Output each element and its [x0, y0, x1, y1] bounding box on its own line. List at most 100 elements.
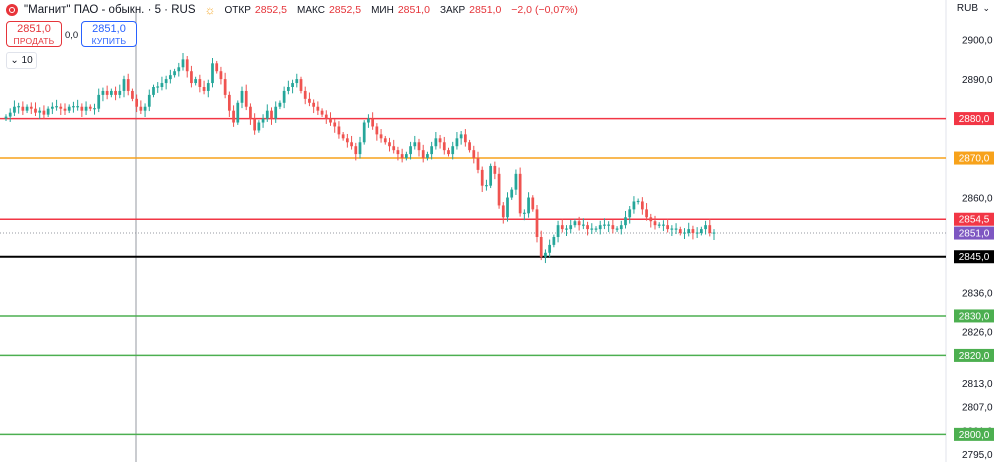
candle-body — [185, 59, 189, 72]
candle-body — [560, 225, 564, 230]
ohlc-low-value: 2851,0 — [397, 4, 430, 16]
candle-body — [88, 106, 92, 109]
candle-body — [219, 71, 223, 80]
candle-body — [451, 146, 455, 155]
candle-body — [38, 110, 42, 113]
candle-body — [76, 106, 80, 108]
candle-body — [55, 106, 58, 108]
candle-body — [160, 83, 164, 87]
price-axis-tick-label: 2836,0 — [962, 288, 993, 299]
ohlc-change: −2,0 (−0,07%) — [511, 4, 578, 16]
candle-body — [143, 106, 147, 111]
sell-label: ПРОДАТЬ — [13, 36, 55, 46]
candle-body — [84, 106, 88, 111]
candle-body — [215, 63, 219, 72]
candle-body — [400, 154, 404, 159]
ohlc-low-label: МИН — [371, 4, 394, 16]
candle-body — [640, 201, 644, 210]
candle-body — [657, 224, 661, 226]
currency-selector[interactable]: RUB — [956, 3, 978, 14]
candle-body — [181, 59, 185, 68]
candle-body — [67, 106, 71, 111]
level-tag-label: 2854,5 — [959, 215, 990, 226]
candle-body — [286, 87, 290, 91]
candle-body — [350, 142, 353, 147]
candle-body — [468, 142, 471, 151]
candle-body — [497, 173, 501, 206]
candle-body — [649, 217, 653, 222]
candle-body — [13, 106, 16, 113]
candle-body — [156, 86, 160, 88]
candle-body — [17, 106, 21, 108]
candle-body — [105, 90, 109, 95]
candle-body — [190, 71, 193, 84]
buy-button[interactable]: 2851,0 КУПИТЬ — [81, 21, 137, 47]
sell-button[interactable]: 2851,0 ПРОДАТЬ — [6, 21, 62, 47]
candle-body — [434, 138, 438, 147]
candle-body — [628, 209, 632, 218]
candle-body — [152, 87, 155, 95]
candle-body — [206, 83, 210, 91]
volume-toggle[interactable]: ⌄ 10 — [6, 52, 37, 69]
candle-body — [177, 67, 181, 72]
candle-body — [198, 79, 202, 87]
price-axis-tick-label: 2795,0 — [962, 450, 993, 461]
candle-body — [485, 185, 488, 187]
candle-body — [139, 106, 143, 111]
candle-body — [531, 197, 535, 210]
candle-body — [42, 110, 46, 115]
candle-body — [362, 122, 366, 143]
candle-body — [463, 134, 467, 143]
candle-body — [337, 126, 341, 135]
candle-body — [341, 134, 345, 139]
candle-body — [324, 114, 328, 119]
candle-body — [278, 102, 282, 107]
candle-body — [291, 83, 294, 87]
candle-body — [670, 228, 674, 230]
candle-body — [320, 110, 324, 115]
candle-body — [367, 118, 370, 123]
candle-body — [683, 232, 686, 234]
candle-body — [333, 122, 337, 127]
candle-body — [303, 90, 307, 99]
symbol-title[interactable]: "Магнит" ПАО - обыкн. · 5 · RUS — [24, 4, 196, 16]
last-price-tag-label: 2851,0 — [959, 229, 990, 240]
candle-body — [253, 118, 257, 131]
candle-body — [674, 228, 678, 230]
ohlc-close-label: ЗАКР — [439, 4, 466, 16]
candle-body — [299, 79, 303, 91]
candle-body — [194, 79, 198, 84]
candle-body — [274, 106, 278, 119]
candle-body — [417, 142, 421, 151]
candle-body — [345, 138, 349, 143]
candle-body — [25, 106, 29, 111]
candle-body — [126, 79, 130, 91]
candle-body — [590, 228, 594, 230]
candle-body — [430, 146, 434, 155]
chevron-down-icon[interactable]: ⌄ — [982, 3, 990, 13]
candle-body — [442, 142, 446, 151]
level-tag-label: 2870,0 — [959, 154, 990, 165]
buy-label: КУПИТЬ — [91, 36, 127, 46]
candle-body — [556, 225, 560, 237]
candle-body — [489, 165, 493, 186]
candle-body — [510, 189, 514, 198]
candle-body — [8, 112, 12, 117]
candle-body — [354, 146, 358, 155]
candle-body — [476, 158, 480, 170]
candle-body — [455, 138, 459, 147]
candle-body — [666, 225, 670, 230]
candle-body — [695, 232, 699, 234]
level-tag-label: 2880,0 — [959, 114, 990, 125]
magnit-logo-icon — [6, 4, 18, 16]
candle-body — [480, 169, 484, 186]
candle-body — [632, 201, 636, 210]
candle-body — [569, 225, 573, 230]
level-tag — [954, 151, 994, 165]
candle-body — [375, 126, 379, 135]
candle-body — [573, 221, 577, 226]
candle-body — [388, 142, 391, 147]
candle-body — [636, 200, 640, 203]
level-tag — [954, 112, 994, 126]
